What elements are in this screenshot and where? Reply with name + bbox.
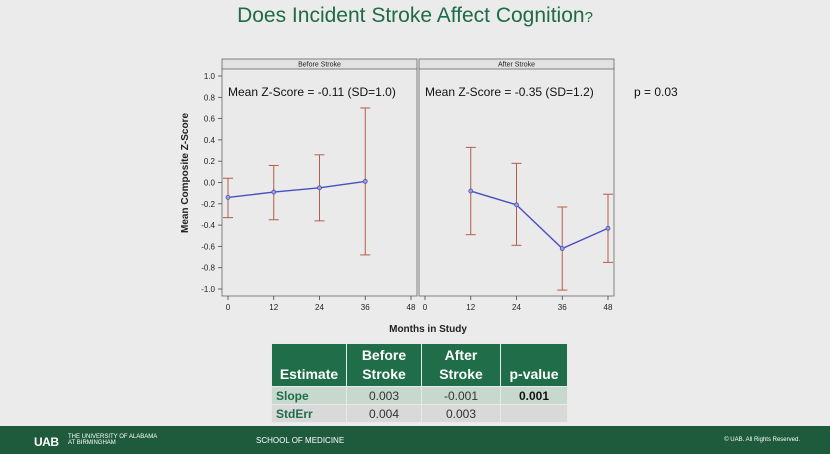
table-row: StdErr 0.004 0.003: [271, 404, 568, 423]
x-tick-label: 36: [361, 303, 370, 312]
slide-title-text: Does Incident Stroke Affect Cognition: [237, 4, 585, 27]
cell-stderr-p: [500, 404, 568, 423]
school-name: SCHOOL OF MEDICINE: [256, 436, 345, 445]
data-point: [271, 189, 277, 195]
x-tick-label: 48: [407, 303, 416, 312]
header-p-value: p-value: [500, 343, 568, 387]
x-tick-label: 48: [604, 303, 613, 312]
university-name: THE UNIVERSITY OF ALABAMA AT BIRMINGHAM: [68, 434, 157, 446]
cell-stderr-after: 0.003: [421, 404, 501, 423]
uab-logo: UAB: [34, 435, 59, 449]
y-tick-label: 1.0: [204, 72, 216, 81]
cell-slope-after: -0.001: [421, 386, 501, 405]
mean-z-score-annotation: Mean Z-Score = -0.11 (SD=1.0): [228, 85, 396, 99]
table-row: Slope 0.003 -0.001 0.001: [271, 386, 568, 405]
x-tick-label: 0: [226, 303, 231, 312]
cell-stderr-before: 0.004: [346, 404, 422, 423]
panel-before-stroke: Before Stroke Mean Z-Score = -0.11 (SD=1.…: [221, 58, 418, 312]
data-point: [514, 202, 519, 208]
data-point: [605, 225, 611, 231]
x-tick-label: 0: [423, 303, 428, 312]
table-header-row: Estimate Before Stroke After Stroke p-valu…: [271, 343, 568, 387]
y-tick-label: 0.6: [204, 115, 216, 124]
x-tick-label: 12: [466, 303, 475, 312]
x-tick-label: 24: [512, 303, 521, 312]
row-label-stderr: StdErr: [271, 404, 347, 423]
panel-strip: [418, 58, 615, 70]
panel-strip: [221, 58, 418, 70]
panel-strip-label: Before Stroke: [298, 62, 341, 69]
data-point: [559, 246, 565, 251]
data-point: [225, 195, 231, 200]
data-point: [468, 188, 474, 194]
y-tick-label: -1.0: [201, 285, 215, 294]
x-tick-label: 12: [269, 303, 278, 312]
header-after-stroke: After Stroke: [421, 343, 501, 387]
x-axis-title: Months in Study: [389, 324, 467, 335]
y-tick-label: -0.6: [201, 242, 215, 251]
x-tick-label: 36: [558, 303, 567, 312]
y-tick-label: 0.8: [204, 93, 216, 102]
y-tick-label: 0.4: [204, 136, 216, 145]
y-tick-label: -0.4: [201, 221, 215, 230]
y-tick-label: 0.2: [204, 157, 216, 166]
mean-z-score-annotation: Mean Z-Score = -0.35 (SD=1.2): [425, 85, 594, 99]
y-tick-label: 0.0: [204, 179, 216, 188]
x-tick-label: 24: [315, 303, 324, 312]
cell-slope-p: 0.001: [500, 386, 568, 405]
y-tick-label: -0.8: [201, 264, 215, 273]
data-point: [317, 185, 322, 191]
estimates-table: Estimate Before Stroke After Stroke p-valu…: [271, 343, 568, 423]
panel-strip-label: After Stroke: [498, 62, 535, 69]
slide-title-mark: ?: [584, 9, 593, 26]
p-value-annotation: p = 0.03: [634, 85, 678, 99]
header-estimate: Estimate: [271, 343, 347, 387]
y-axis-title: Mean Composite Z-Score: [180, 113, 191, 233]
y-tick-label: -0.2: [201, 200, 215, 209]
slide-title: Does Incident Stroke Affect Cognition?: [0, 4, 830, 28]
data-point: [362, 179, 368, 184]
panel-after-stroke: After Stroke Mean Z-Score = -0.35 (SD=1.2…: [418, 58, 615, 312]
series-line: [470, 190, 609, 250]
copyright-text: © UAB. All Rights Reserved.: [724, 437, 800, 443]
cell-slope-before: 0.003: [346, 386, 422, 405]
header-before-stroke: Before Stroke: [346, 343, 422, 387]
series-line: [227, 180, 366, 199]
footer-bar: UAB THE UNIVERSITY OF ALABAMA AT BIRMING…: [0, 426, 830, 454]
row-label-slope: Slope: [271, 386, 347, 405]
